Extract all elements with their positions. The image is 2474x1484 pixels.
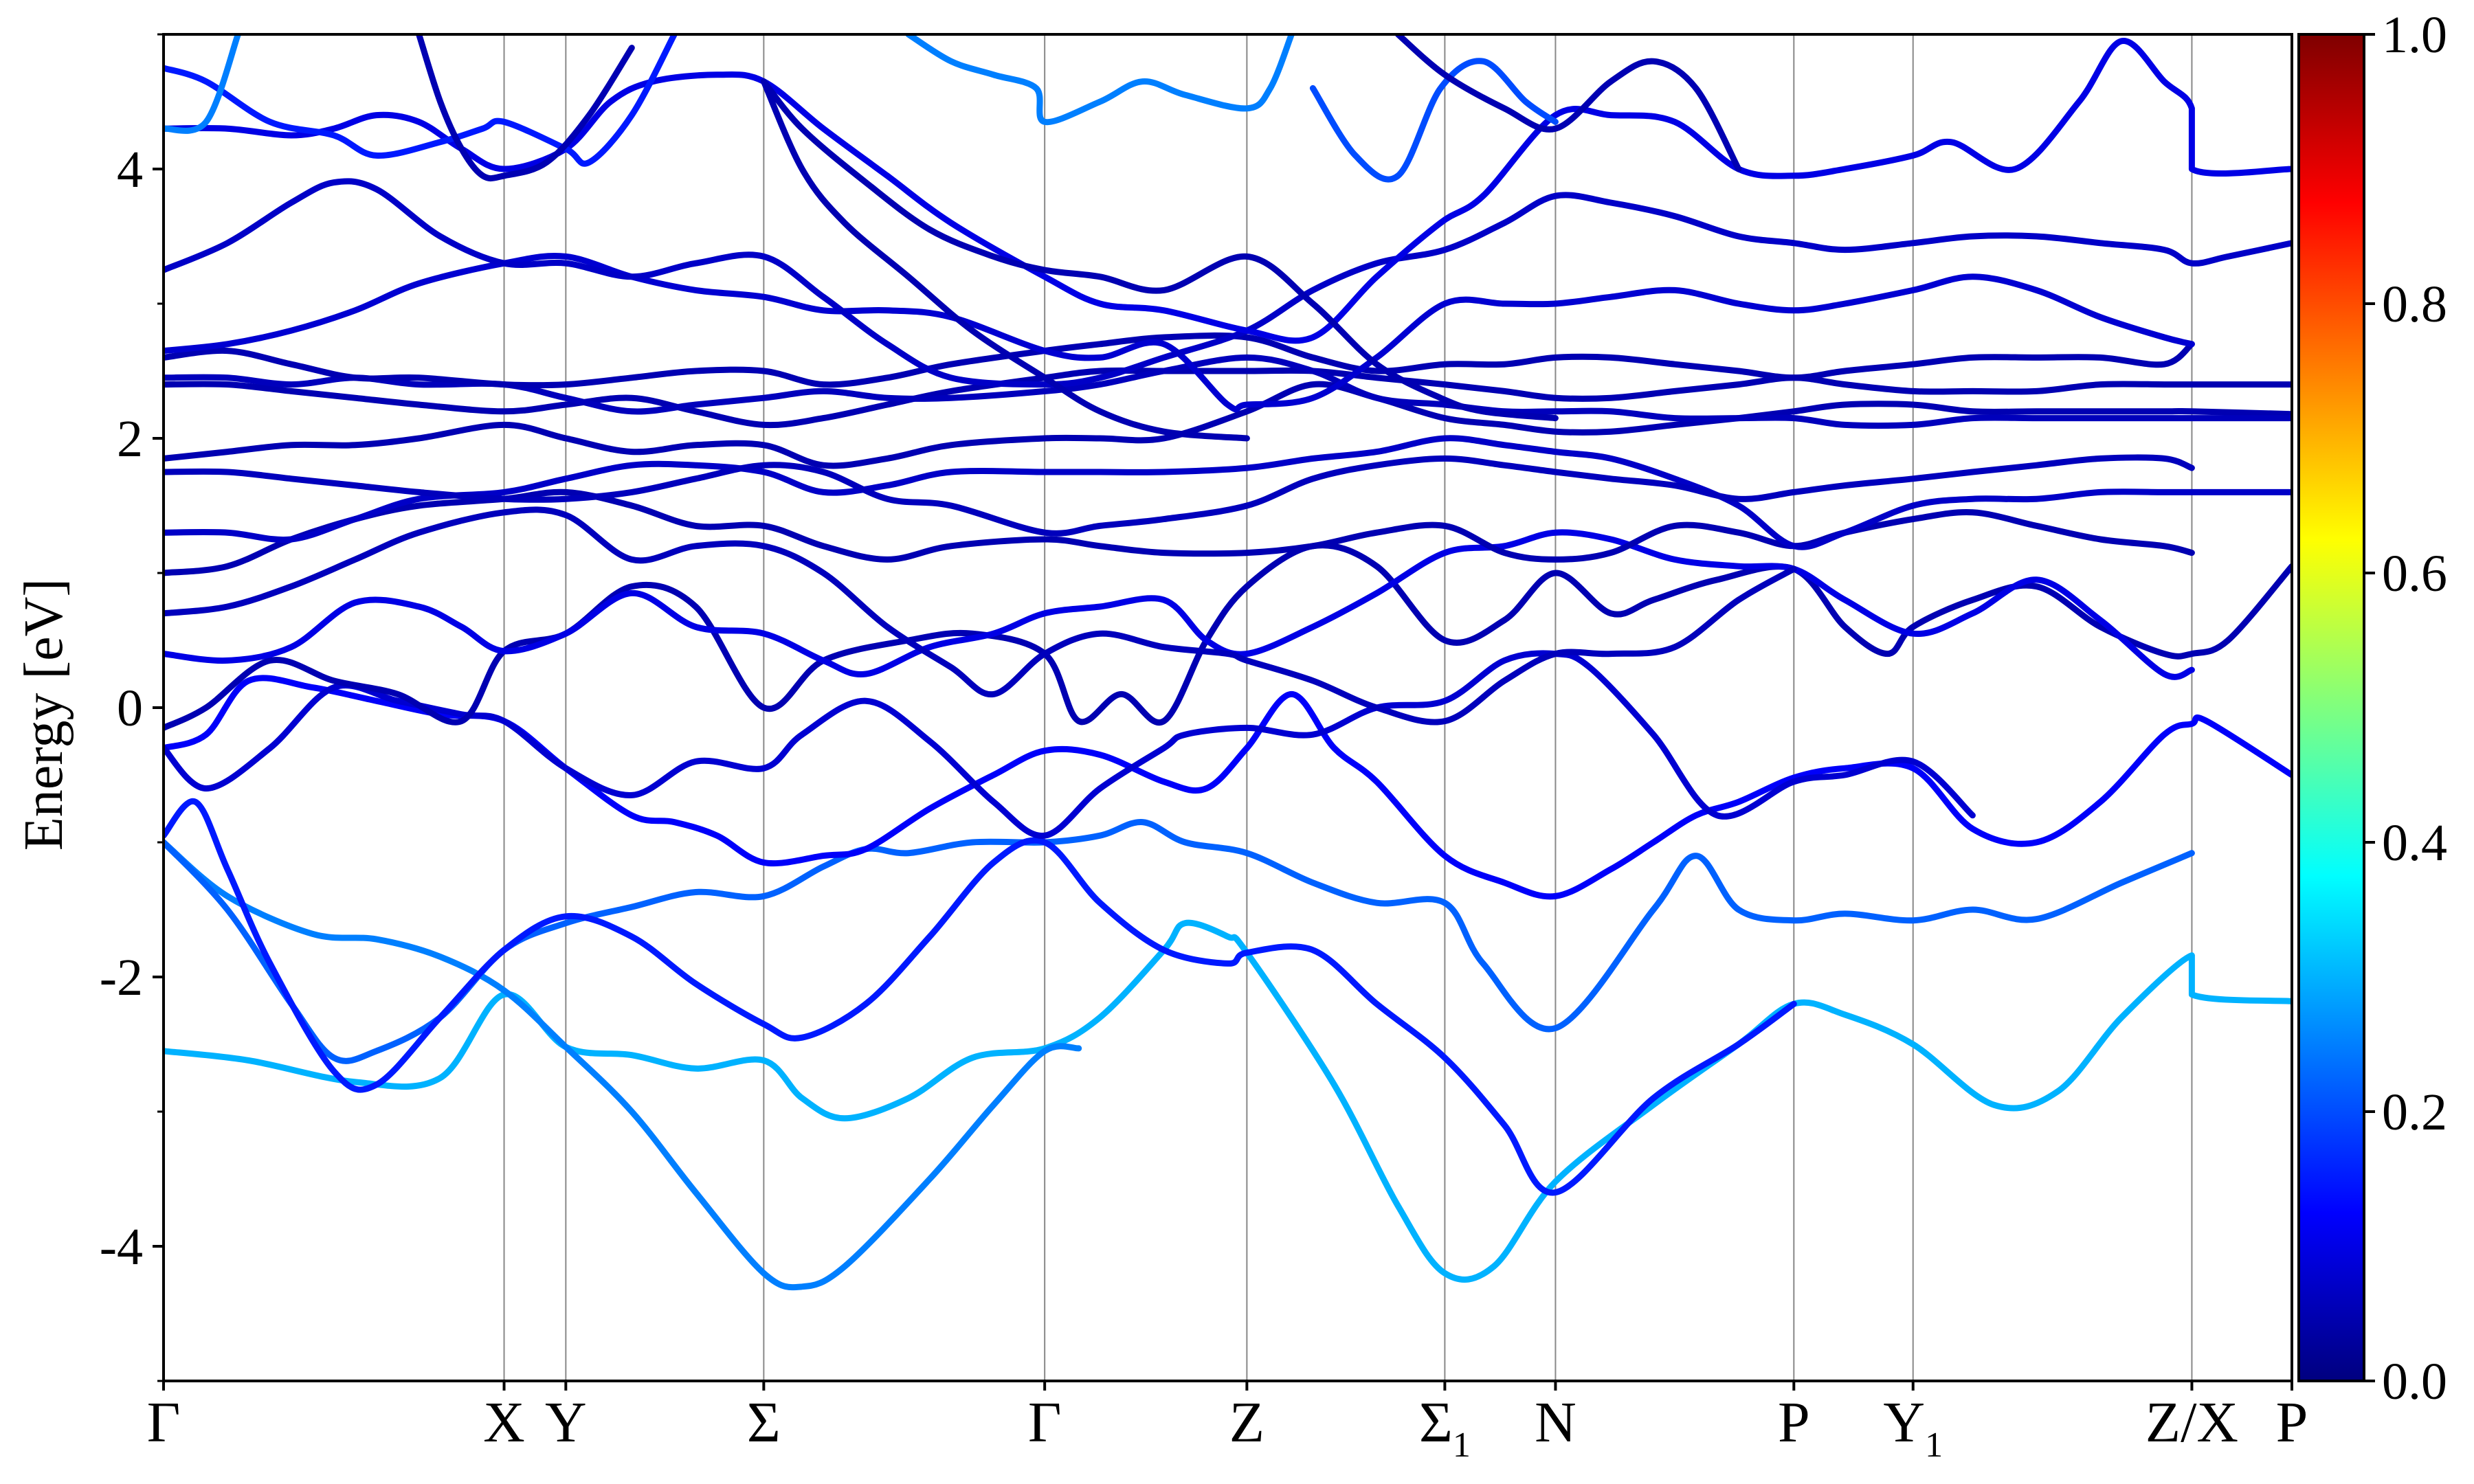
- band-line-10: [164, 488, 2195, 576]
- kpoint-label: Y: [545, 1391, 587, 1454]
- band-line-20: [164, 34, 678, 167]
- band-line-25: [1394, 34, 1742, 172]
- bands-layer: [164, 34, 2292, 1291]
- kpoint-label: X: [483, 1391, 525, 1454]
- kpoint-label: Z/X: [2146, 1391, 2238, 1454]
- kpoint-label: Y1: [1883, 1391, 1943, 1465]
- band-line-15: [164, 354, 2292, 429]
- kpoint-label: Σ1: [1419, 1391, 1471, 1465]
- colorbar-tick-label: 0.2: [2382, 1083, 2447, 1141]
- colorbar-tick-label: 0.0: [2382, 1353, 2447, 1410]
- kpoint-label: Γ: [1028, 1391, 1062, 1454]
- band-line-3: [164, 819, 2195, 1064]
- colorbar-tick-label: 0.8: [2382, 276, 2447, 333]
- colorbar-gradient: [2297, 33, 2365, 1382]
- band-line-4: [164, 798, 1797, 1196]
- band-line-13: [164, 381, 2292, 469]
- y-tick-label: -2: [100, 949, 143, 1007]
- kpoint-label: P: [1778, 1391, 1810, 1454]
- y-tick-label: -4: [100, 1218, 143, 1276]
- band-line-2: [164, 839, 1082, 1291]
- band-line-5: [164, 675, 2292, 900]
- kpoint-label: P: [2276, 1391, 2308, 1454]
- kpoint-label: Γ: [147, 1391, 181, 1454]
- band-line-12: [164, 454, 2195, 537]
- band-line-18: [164, 178, 2292, 388]
- colorbar: 0.0 0.2 0.4 0.6 0.8 1.0: [2297, 6, 2447, 1410]
- band-line-23: [1309, 58, 1559, 183]
- band-line-21: [164, 34, 241, 134]
- kpoint-label: Σ: [747, 1391, 781, 1454]
- band-line-11: [164, 435, 2292, 550]
- y-axis-title: Energy [eV]: [14, 578, 74, 851]
- band-line-22: [905, 34, 1295, 126]
- kpoint-gridlines: [503, 34, 2193, 1381]
- kpoint-label: N: [1535, 1391, 1576, 1454]
- y-tick-label: 4: [117, 141, 143, 199]
- colorbar-tick-label: 1.0: [2382, 6, 2447, 64]
- x-axis: Γ X Y Σ Γ Z Σ1 N P Y1 Z/X P: [147, 1381, 2308, 1465]
- band-line-17: [164, 253, 2195, 413]
- band-line-8: [164, 529, 2195, 680]
- band-line-16: [164, 332, 2195, 389]
- band-line-6: [164, 650, 1976, 839]
- band-line-27: [760, 78, 1559, 422]
- y-tick-label: 2: [117, 410, 143, 468]
- y-tick-label: 0: [117, 679, 143, 737]
- y-axis: -4 -2 0 2 4: [100, 33, 164, 1382]
- band-line-26: [416, 34, 635, 182]
- band-line-14: [164, 367, 2292, 429]
- band-line-7: [164, 542, 2292, 731]
- band-line-24: [760, 78, 1250, 442]
- colorbar-tick-label: 0.6: [2382, 545, 2447, 603]
- kpoint-label: Z: [1229, 1391, 1264, 1454]
- colorbar-tick-label: 0.4: [2382, 814, 2447, 872]
- band-line-19: [164, 38, 2292, 344]
- band-line-9: [164, 506, 1797, 726]
